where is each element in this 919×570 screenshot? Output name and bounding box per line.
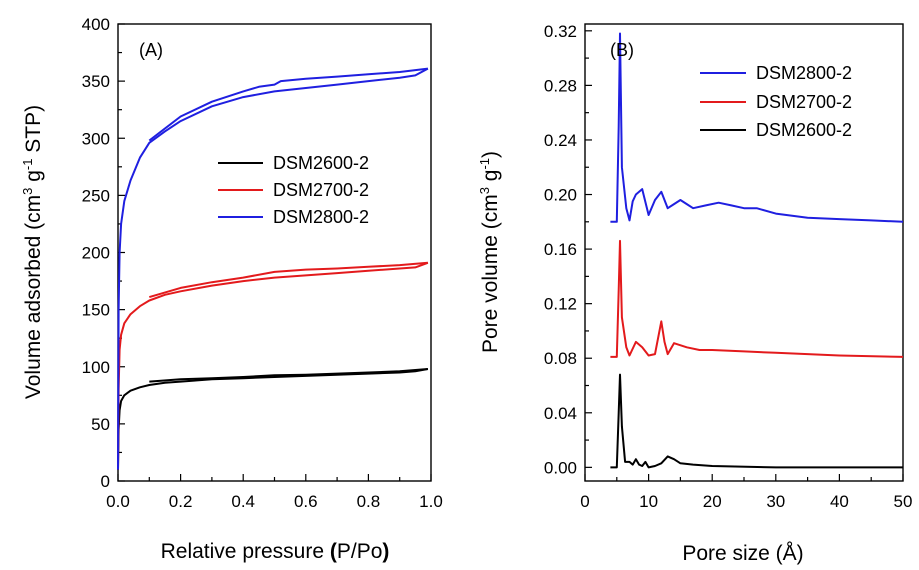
panel-a-label: (A) — [139, 40, 163, 60]
panel-a-xtick-label: 0.4 — [231, 492, 255, 511]
panel-a-y-axis-title: Volume adsorbed (cm3 g-1 STP) — [20, 105, 45, 399]
panel-a-xtick-label: 0.2 — [169, 492, 193, 511]
legend-label-b-dsm2800: DSM2800-2 — [756, 63, 852, 83]
panel-a-x-axis-title-close: ) — [382, 540, 389, 563]
legend-item-b-dsm2800: DSM2800-2 — [700, 63, 852, 83]
panel-a-adsorption-dsm2600-2 — [117, 368, 429, 470]
panel-b-series-dsm2800-2 — [610, 32, 904, 223]
panel-b-label: (B) — [610, 40, 634, 60]
panel-a-ytick-label: 100 — [82, 358, 110, 377]
panel-b-xtick-label: 20 — [703, 492, 722, 511]
panel-a-x-axis-title-paren: ( — [330, 540, 337, 563]
panel-a-xtick-label: 0.6 — [294, 492, 318, 511]
legend-label-b-dsm2700: DSM2700-2 — [756, 92, 852, 112]
panel-a-series-lines — [117, 67, 429, 470]
legend-label-dsm2800: DSM2800-2 — [273, 207, 369, 227]
panel-a-y-axis-title-post: STP) — [22, 105, 45, 159]
panel-a-ytick-label: 50 — [91, 415, 110, 434]
panel-b-ticks: 0.00 0.04 0.08 0.12 0.16 0.20 0.24 0.28 0.32 0 10 2… — [544, 22, 913, 511]
panel-a-ytick-label: 200 — [82, 244, 110, 263]
panel-a-y-axis-title-sup1: 3 — [20, 188, 35, 195]
panel-b-y-axis-title-post: ) — [479, 151, 502, 158]
panel-a-ytick-label: 300 — [82, 129, 110, 148]
panel-b-y-axis-title: Pore volume (cm3 g-1) — [477, 151, 502, 353]
panel-a-ytick-label: 0 — [101, 472, 110, 491]
panel-b-x-axis-title: Pore size (Å) — [682, 542, 803, 565]
panel-a-desorption-dsm2600-2 — [149, 368, 428, 383]
panel-a-x-axis-title: Relative pressure (P/Po) — [161, 540, 390, 563]
panel-a-xtick-label: 0.0 — [106, 492, 130, 511]
panel-a-plot-frame — [117, 23, 432, 482]
panel-b-y-axis-title-sup1: 3 — [477, 187, 492, 194]
panel-a-ytick-label: 250 — [82, 186, 110, 205]
legend-label-dsm2700: DSM2700-2 — [273, 180, 369, 200]
legend-item-b-dsm2600: DSM2600-2 — [700, 120, 852, 140]
panel-b-pore-size-distribution: 0.00 0.04 0.08 0.12 0.16 0.20 0.24 0.28 0.32 0 10 2… — [477, 22, 912, 565]
panel-b-ytick-label: 0.04 — [544, 404, 577, 423]
panel-b-xtick-label: 40 — [830, 492, 849, 511]
panel-a-x-axis-title-main: Relative pressure — [161, 540, 330, 563]
panel-a-adsorption-dsm2700-2 — [117, 261, 429, 470]
panel-a-xtick-label: 0.8 — [357, 492, 381, 511]
panel-a-ytick-label: 350 — [82, 72, 110, 91]
panel-a-adsorption-isotherms: 0 50 100 150 200 250 300 350 400 0.0 0.2 0.4 0.6 0.8 1… — [20, 15, 443, 563]
panel-b-y-axis-title-sup2: -1 — [477, 158, 492, 170]
panel-b-xtick-label: 50 — [894, 492, 913, 511]
panel-b-xtick-label: 0 — [580, 492, 589, 511]
panel-b-ytick-label: 0.20 — [544, 186, 577, 205]
legend-item-b-dsm2700: DSM2700-2 — [700, 92, 852, 112]
panel-a-ytick-label: 150 — [82, 301, 110, 320]
panel-a-adsorption-dsm2800-2 — [117, 67, 429, 470]
panel-a-x-axis-title-rest: P/Po — [337, 540, 383, 563]
legend-label-b-dsm2600: DSM2600-2 — [756, 120, 852, 140]
panel-a-xtick-label: 1.0 — [419, 492, 443, 511]
legend-label-dsm2600: DSM2600-2 — [273, 153, 369, 173]
panel-a-y-axis-title-pre: Volume adsorbed (cm — [22, 195, 45, 399]
panel-b-xtick-label: 30 — [766, 492, 785, 511]
panel-b-y-axis-title-mid: g — [479, 170, 502, 188]
panel-b-ytick-label: 0.32 — [544, 22, 577, 41]
panel-a-ticks: 0 50 100 150 200 250 300 350 400 0.0 0.2 0.4 0.6 0.8 1… — [82, 15, 443, 511]
panel-b-ytick-label: 0.12 — [544, 295, 577, 314]
legend-item-dsm2700: DSM2700-2 — [218, 180, 369, 200]
panel-a-desorption-dsm2800-2 — [148, 67, 429, 142]
panel-a-ytick-label: 400 — [82, 15, 110, 34]
panel-b-plot-frame — [584, 23, 904, 482]
panel-b-ytick-label: 0.28 — [544, 76, 577, 95]
panel-b-series-lines — [610, 32, 904, 469]
panel-b-legend: DSM2800-2 DSM2700-2 DSM2600-2 — [700, 63, 852, 140]
panel-b-y-axis-title-pre: Pore volume (cm — [479, 194, 502, 353]
panel-b-ytick-label: 0.00 — [544, 458, 577, 477]
panel-b-ytick-label: 0.08 — [544, 349, 577, 368]
panel-a-desorption-dsm2700-2 — [149, 261, 428, 299]
panel-a-legend: DSM2600-2 DSM2700-2 DSM2800-2 — [218, 153, 369, 227]
legend-item-dsm2800: DSM2800-2 — [218, 207, 369, 227]
panel-a-y-axis-title-sup2: -1 — [20, 159, 35, 171]
panel-a-y-axis-title-mid: g — [22, 170, 45, 188]
panel-b-ytick-label: 0.16 — [544, 240, 577, 259]
panel-b-ytick-label: 0.24 — [544, 131, 577, 150]
panel-b-xtick-label: 10 — [639, 492, 658, 511]
panel-b-series-dsm2600-2 — [610, 373, 903, 469]
panel-b-series-dsm2700-2 — [610, 239, 904, 358]
legend-item-dsm2600: DSM2600-2 — [218, 153, 369, 173]
